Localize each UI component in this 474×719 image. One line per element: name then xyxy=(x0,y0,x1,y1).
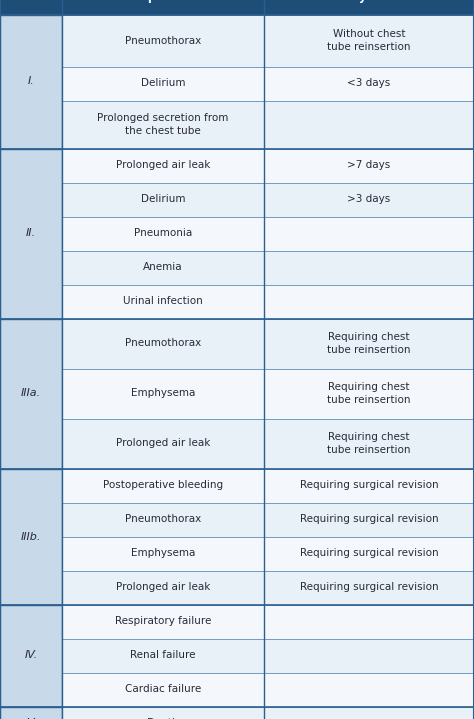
Bar xyxy=(264,638,474,672)
Text: <3 days: <3 days xyxy=(347,78,391,88)
Text: Renal failure: Renal failure xyxy=(130,651,196,661)
Bar xyxy=(62,250,264,285)
Bar xyxy=(62,418,264,469)
Bar xyxy=(62,570,264,605)
Text: Cardiac failure: Cardiac failure xyxy=(125,684,201,695)
Bar xyxy=(62,536,264,570)
Bar xyxy=(62,216,264,250)
Text: Anemia: Anemia xyxy=(143,262,183,273)
Text: Prolonged air leak: Prolonged air leak xyxy=(116,160,210,170)
Bar xyxy=(0,469,62,605)
Bar xyxy=(62,638,264,672)
Bar xyxy=(0,149,62,319)
Text: Delirium: Delirium xyxy=(141,195,185,204)
Bar xyxy=(264,570,474,605)
Bar xyxy=(264,250,474,285)
Bar xyxy=(62,183,264,216)
Bar xyxy=(62,285,264,319)
Text: Without chest
tube reinsertion: Without chest tube reinsertion xyxy=(327,29,411,52)
Bar xyxy=(0,605,62,707)
Bar xyxy=(62,0,264,14)
Text: II.: II. xyxy=(26,229,36,239)
Bar xyxy=(264,0,474,14)
Bar xyxy=(62,66,264,101)
Text: Delirium: Delirium xyxy=(141,78,185,88)
Bar xyxy=(62,14,264,66)
Bar xyxy=(62,369,264,418)
Text: Requiring surgical revision: Requiring surgical revision xyxy=(300,549,438,559)
Bar xyxy=(62,149,264,183)
Bar xyxy=(62,319,264,369)
Text: IV.: IV. xyxy=(25,651,37,661)
Text: Pneumonia: Pneumonia xyxy=(134,229,192,239)
Text: Requiring chest
tube reinsertion: Requiring chest tube reinsertion xyxy=(327,383,411,405)
Bar xyxy=(264,319,474,369)
Text: Requiring chest
tube reinsertion: Requiring chest tube reinsertion xyxy=(327,432,411,454)
Text: IIIb.: IIIb. xyxy=(21,531,41,541)
Bar xyxy=(264,605,474,638)
Text: IIIa.: IIIa. xyxy=(21,388,41,398)
Text: Pneumothorax: Pneumothorax xyxy=(125,515,201,524)
Text: Respiratory failure: Respiratory failure xyxy=(115,616,211,626)
Bar xyxy=(0,0,62,14)
Text: Requiring surgical revision: Requiring surgical revision xyxy=(300,515,438,524)
Text: Pneumothorax: Pneumothorax xyxy=(125,35,201,45)
Bar xyxy=(62,707,264,719)
Bar xyxy=(264,672,474,707)
Bar xyxy=(0,319,62,469)
Bar xyxy=(62,469,264,503)
Text: Requiring chest
tube reinsertion: Requiring chest tube reinsertion xyxy=(327,332,411,354)
Bar xyxy=(264,66,474,101)
Bar xyxy=(264,101,474,149)
Text: Prolonged secretion from
the chest tube: Prolonged secretion from the chest tube xyxy=(97,114,228,136)
Text: Requiring surgical revision: Requiring surgical revision xyxy=(300,582,438,592)
Text: Grade: Grade xyxy=(11,0,51,3)
Text: Urinal infection: Urinal infection xyxy=(123,296,203,306)
Text: Prolonged air leak: Prolonged air leak xyxy=(116,439,210,449)
Text: Emphysema: Emphysema xyxy=(131,549,195,559)
Bar xyxy=(264,149,474,183)
Bar xyxy=(62,503,264,536)
Bar xyxy=(0,707,62,719)
Bar xyxy=(264,418,474,469)
Bar xyxy=(264,14,474,66)
Bar xyxy=(264,369,474,418)
Bar xyxy=(264,503,474,536)
Bar xyxy=(264,285,474,319)
Text: I.: I. xyxy=(27,76,35,86)
Bar xyxy=(0,14,62,149)
Text: Prolonged air leak: Prolonged air leak xyxy=(116,582,210,592)
Bar xyxy=(62,672,264,707)
Bar xyxy=(62,605,264,638)
Text: >7 days: >7 days xyxy=(347,160,391,170)
Text: Pneumothorax: Pneumothorax xyxy=(125,339,201,349)
Bar xyxy=(62,101,264,149)
Bar xyxy=(264,216,474,250)
Text: Postoperative bleeding: Postoperative bleeding xyxy=(103,480,223,490)
Bar xyxy=(264,536,474,570)
Bar xyxy=(264,469,474,503)
Text: Emphysema: Emphysema xyxy=(131,388,195,398)
Bar xyxy=(264,183,474,216)
Text: Requiring surgical revision: Requiring surgical revision xyxy=(300,480,438,490)
Bar xyxy=(264,707,474,719)
Text: >3 days: >3 days xyxy=(347,195,391,204)
Text: Complication: Complication xyxy=(120,0,206,3)
Text: Necessary conditions: Necessary conditions xyxy=(298,0,440,3)
